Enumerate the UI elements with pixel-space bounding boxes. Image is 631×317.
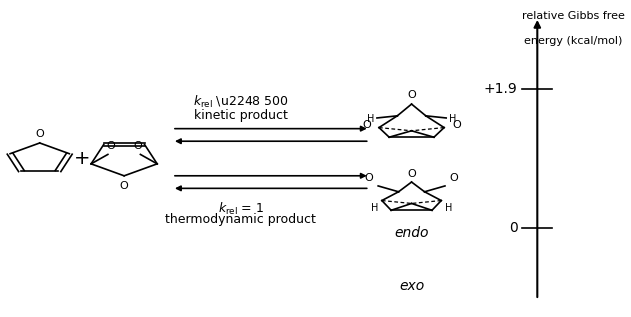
Text: +: + — [74, 149, 90, 168]
Text: +1.9: +1.9 — [484, 82, 517, 96]
Text: 0: 0 — [509, 221, 517, 235]
Text: O: O — [450, 173, 459, 183]
Text: O: O — [120, 180, 129, 191]
Text: O: O — [407, 169, 416, 178]
Text: O: O — [365, 173, 374, 183]
Text: O: O — [106, 141, 115, 151]
Text: H: H — [445, 203, 452, 213]
Text: endo: endo — [394, 226, 429, 240]
Text: relative Gibbs free: relative Gibbs free — [522, 11, 625, 21]
Text: O: O — [407, 90, 416, 100]
Text: H: H — [449, 114, 456, 124]
Text: kinetic product: kinetic product — [194, 109, 288, 122]
Text: O: O — [134, 141, 143, 151]
Text: energy (kcal/mol): energy (kcal/mol) — [524, 36, 622, 46]
Text: thermodynamic product: thermodynamic product — [165, 213, 316, 226]
Text: $k_\mathrm{rel}$ \u2248 500: $k_\mathrm{rel}$ \u2248 500 — [193, 94, 289, 110]
Text: O: O — [452, 120, 461, 131]
Text: H: H — [367, 114, 374, 124]
Text: O: O — [362, 120, 371, 131]
Text: $k_\mathrm{rel}$ = 1: $k_\mathrm{rel}$ = 1 — [218, 201, 264, 217]
Text: exo: exo — [399, 280, 424, 294]
Text: O: O — [35, 129, 44, 139]
Text: H: H — [371, 203, 378, 213]
